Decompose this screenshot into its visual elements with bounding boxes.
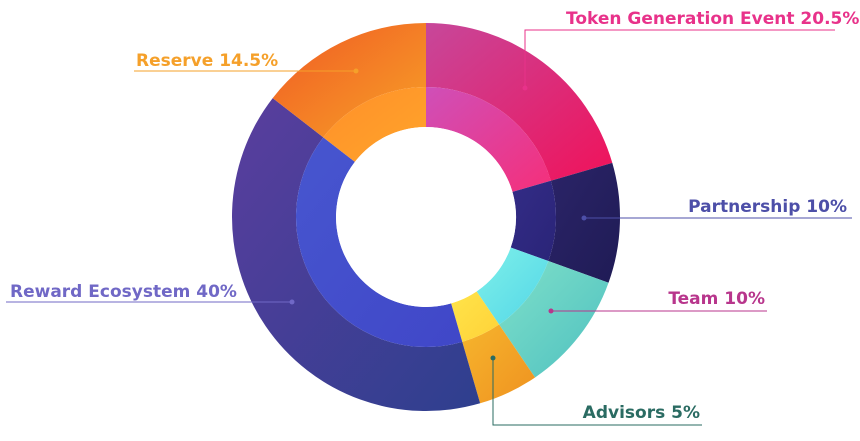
label-value-partnership: 10% xyxy=(806,197,847,217)
leader-dot-reward-ecosystem xyxy=(289,299,295,305)
label-value-team: 10% xyxy=(724,289,765,309)
segment-outer-partnership xyxy=(548,162,620,283)
leader-line-advisors xyxy=(492,358,702,426)
label-partnership: Partnership 10% xyxy=(688,197,847,217)
segment-inner-team xyxy=(476,247,549,325)
label-name-token-generation-event: Token Generation Event xyxy=(566,9,800,29)
label-name-reward-ecosystem: Reward Ecosystem xyxy=(10,282,196,302)
leader-dot-team xyxy=(548,308,554,314)
segment-outer-advisors xyxy=(462,324,536,404)
segment-inner-partnership xyxy=(510,180,557,262)
label-value-advisors: 5% xyxy=(671,403,700,423)
donut-segments xyxy=(231,23,620,411)
segment-outer-team xyxy=(499,261,609,378)
label-name-partnership: Partnership xyxy=(688,197,806,217)
label-advisors: Advisors 5% xyxy=(583,403,700,423)
label-name-reserve: Reserve xyxy=(136,51,219,71)
segment-inner-reward-ecosystem xyxy=(296,137,463,347)
segment-outer-reserve xyxy=(272,23,426,138)
segment-labels: Token Generation Event 20.5% Partnership … xyxy=(10,9,859,423)
leader-dot-token-generation-event xyxy=(522,85,528,91)
label-team: Team 10% xyxy=(668,289,765,309)
segment-outer-token-generation-event xyxy=(426,23,613,181)
segment-outer-reward-ecosystem xyxy=(231,98,481,411)
segment-inner-reserve xyxy=(323,86,426,162)
donut-center-hole xyxy=(336,127,516,307)
label-value-reserve: 14.5% xyxy=(219,51,278,71)
label-reserve: Reserve 14.5% xyxy=(136,51,278,71)
label-name-team: Team xyxy=(668,289,724,309)
segment-inner-advisors xyxy=(451,291,500,342)
label-value-token-generation-event: 20.5% xyxy=(800,9,859,29)
label-reward-ecosystem: Reward Ecosystem 40% xyxy=(10,282,237,302)
label-name-advisors: Advisors xyxy=(583,403,671,423)
segment-inner-token-generation-event xyxy=(426,87,551,192)
label-token-generation-event: Token Generation Event 20.5% xyxy=(566,9,859,29)
leader-lines xyxy=(6,29,852,426)
leader-dot-partnership xyxy=(581,215,587,221)
leader-dot-reserve xyxy=(353,68,359,74)
leader-line-token-generation-event xyxy=(524,29,835,88)
leader-dot-advisors xyxy=(490,355,496,361)
label-value-reward-ecosystem: 40% xyxy=(196,282,237,302)
